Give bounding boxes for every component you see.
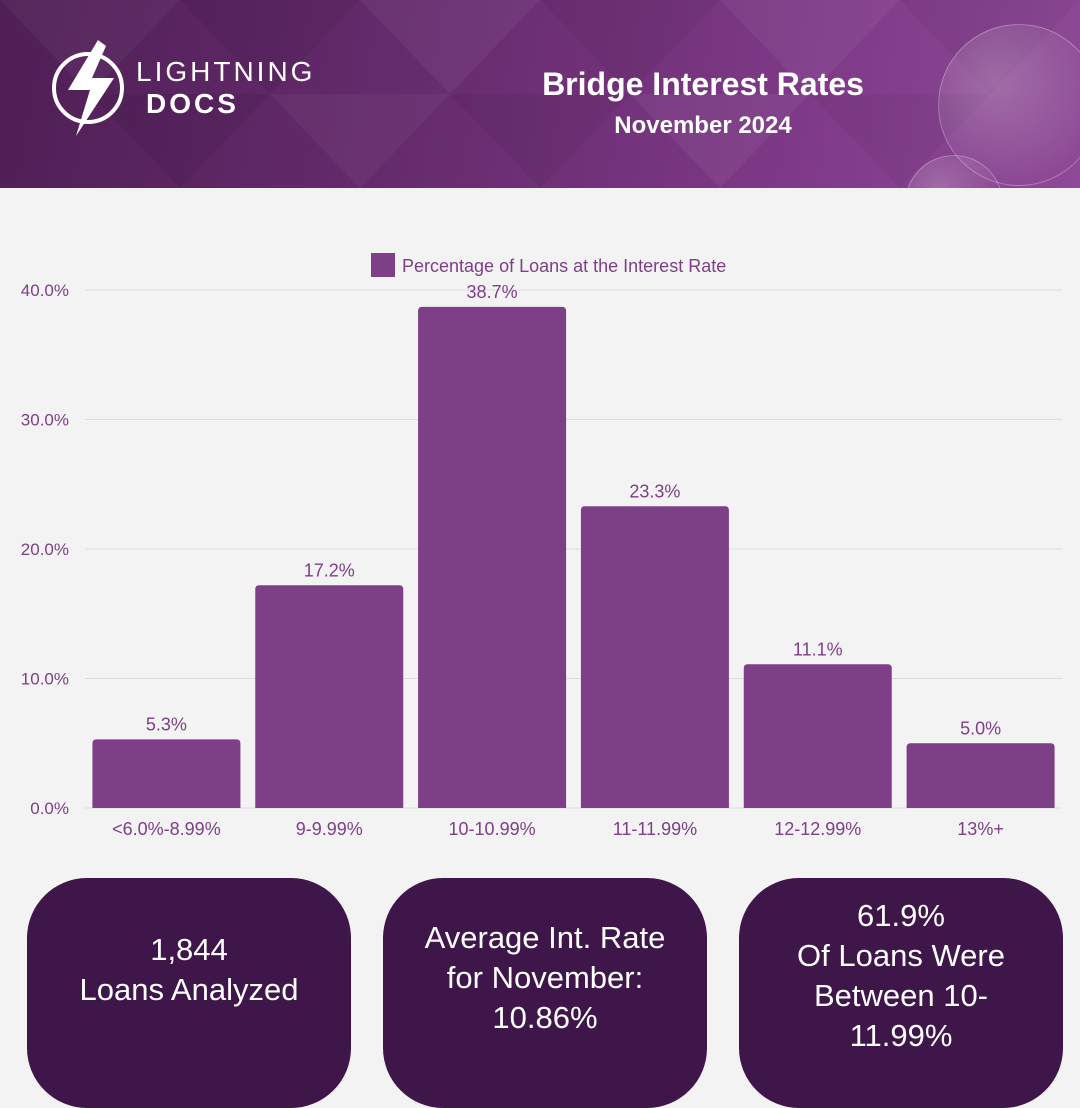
bar-value-label: 23.3% bbox=[629, 481, 680, 501]
card-share-value: 61.9% bbox=[857, 898, 945, 933]
page-title: Bridge Interest Rates bbox=[542, 66, 864, 102]
card-loans-label: Loans Analyzed bbox=[79, 972, 299, 1007]
bar-value-label: 5.3% bbox=[146, 714, 187, 734]
bar-value-label: 17.2% bbox=[304, 560, 355, 580]
bar bbox=[743, 664, 892, 808]
legend-swatch bbox=[371, 253, 395, 277]
bar-value-label: 5.0% bbox=[960, 718, 1001, 738]
bar-value-label: 38.7% bbox=[467, 282, 518, 302]
bar-value-label: 11.1% bbox=[793, 639, 843, 659]
brand-name-line1: LIGHTNING bbox=[136, 56, 316, 87]
bar bbox=[906, 743, 1055, 808]
card-loans-count: 1,844 bbox=[150, 932, 228, 967]
bar bbox=[92, 739, 241, 808]
card-average-label-1: Average Int. Rate bbox=[424, 920, 666, 955]
x-tick-label: 10-10.99% bbox=[449, 819, 536, 839]
card-share-label-2: Between 10- bbox=[813, 978, 989, 1013]
card-average-value: 10.86% bbox=[492, 1000, 598, 1035]
x-tick-label: <6.0%-8.99% bbox=[112, 819, 221, 839]
x-tick-label: 11-11.99% bbox=[613, 819, 697, 839]
bar bbox=[418, 306, 567, 808]
card-average-rate: Average Int. Rate for November: 10.86% bbox=[383, 878, 707, 1108]
bar-chart: 0.0% 10.0% 20.0% 30.0% 40.0% 5.3% <6.0%-8.99% 1… bbox=[21, 253, 1062, 839]
card-loans-analyzed: 1,844 Loans Analyzed bbox=[27, 878, 351, 1108]
card-share-label-1: Of Loans Were bbox=[797, 938, 1005, 973]
x-tick-label: 12-12.99% bbox=[774, 819, 861, 839]
lightning-bolt-icon bbox=[52, 40, 124, 136]
header-banner: LIGHTNING DOCS Bridge Interest Rates Nov… bbox=[0, 0, 1080, 188]
brand-logo: LIGHTNING DOCS bbox=[48, 38, 348, 138]
y-tick-label: 30.0% bbox=[21, 411, 69, 430]
card-share-label-3: 11.99% bbox=[849, 1018, 953, 1053]
card-average-label-2: for November: bbox=[446, 960, 644, 995]
bar bbox=[255, 585, 404, 808]
y-tick-label: 10.0% bbox=[21, 670, 69, 689]
y-tick-label: 0.0% bbox=[30, 799, 69, 818]
x-tick-label: 13%+ bbox=[957, 819, 1004, 839]
page-subtitle: November 2024 bbox=[614, 112, 792, 139]
brand-name-line2: DOCS bbox=[146, 88, 239, 119]
card-share-between: 61.9% Of Loans Were Between 10- 11.99% bbox=[739, 878, 1063, 1108]
y-tick-label: 40.0% bbox=[21, 281, 69, 300]
y-tick-label: 20.0% bbox=[21, 540, 69, 559]
legend-label: Percentage of Loans at the Interest Rate bbox=[402, 256, 726, 276]
bar bbox=[580, 506, 729, 808]
x-tick-label: 9-9.99% bbox=[296, 819, 363, 839]
